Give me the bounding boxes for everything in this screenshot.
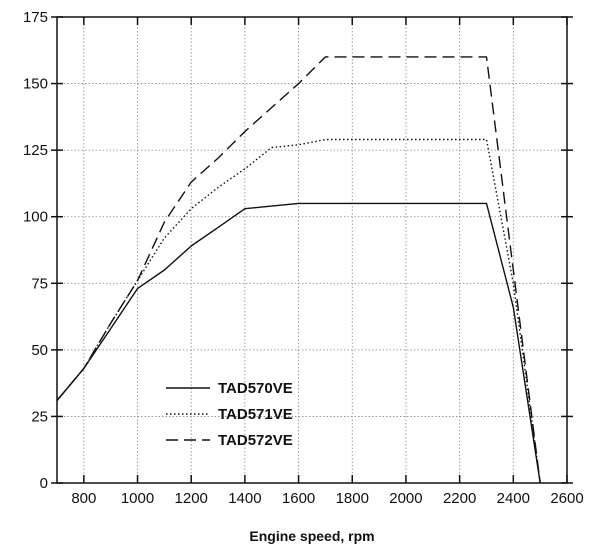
y-tick-label: 75 (31, 275, 48, 292)
series-layer (56, 56, 541, 484)
x-tick-label: 1200 (175, 490, 208, 507)
y-tick-label: 150 (23, 76, 48, 93)
x-tick-label: 2600 (550, 490, 583, 507)
y-tick-label: 175 (23, 9, 48, 26)
x-tick-label: 2000 (389, 490, 422, 507)
y-tick-label: 100 (23, 209, 48, 226)
x-tick-label: 1000 (121, 490, 154, 507)
legend-label-tad572ve: TAD572VE (218, 432, 293, 449)
ticks: 800 1000 1200 1400 1600 1800 2000 2200 2400 2600 0… (23, 9, 584, 507)
x-tick-label: 800 (71, 490, 96, 507)
series-line-tad571ve (56, 138, 541, 484)
plot-frame (56, 16, 568, 484)
grid (57, 17, 567, 483)
x-tick-label: 2400 (497, 490, 530, 507)
x-tick-label: 2200 (443, 490, 476, 507)
x-tick-label: 1800 (336, 490, 369, 507)
legend-label-tad570ve: TAD570VE (218, 380, 293, 397)
x-tick-label: 1600 (282, 490, 315, 507)
y-tick-label: 50 (31, 342, 48, 359)
legend-label-tad571ve: TAD571VE (218, 406, 293, 423)
y-tick-label: 125 (23, 142, 48, 159)
x-tick-label: 1400 (228, 490, 261, 507)
x-axis-title: Engine speed, rpm (249, 528, 374, 544)
y-tick-label: 0 (40, 475, 48, 492)
series-line-tad572ve (56, 56, 541, 484)
legend: TAD570VE TAD571VE TAD572VE (166, 380, 293, 449)
y-tick-label: 25 (31, 408, 48, 425)
series-line-tad570ve (56, 202, 541, 484)
